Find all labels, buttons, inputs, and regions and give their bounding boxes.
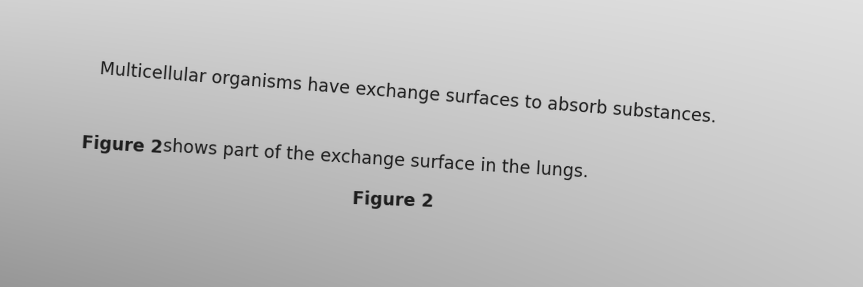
Text: shows part of the exchange surface in the lungs.: shows part of the exchange surface in th…: [157, 137, 589, 181]
Text: Figure 2: Figure 2: [352, 191, 433, 211]
Text: Multicellular organisms have exchange surfaces to absorb substances.: Multicellular organisms have exchange su…: [98, 60, 716, 126]
Text: Figure 2: Figure 2: [81, 135, 164, 158]
